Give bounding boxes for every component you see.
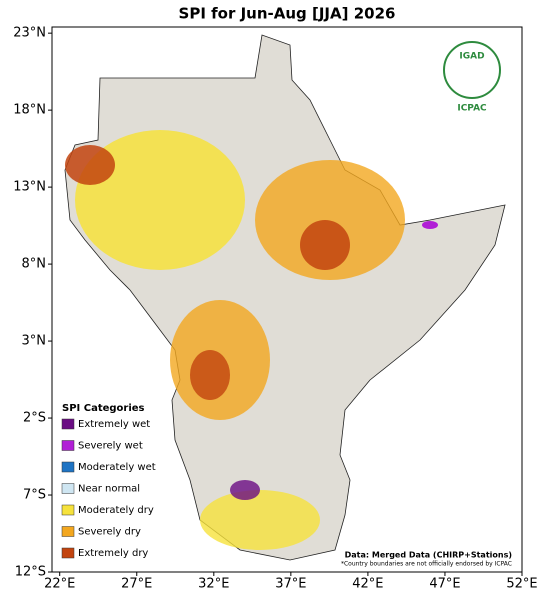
legend-swatch bbox=[61, 461, 75, 473]
map-area bbox=[64, 34, 506, 561]
y-tick-label: 18°N bbox=[13, 103, 46, 118]
logo: IGAD ICPAC bbox=[443, 41, 501, 114]
legend-swatch bbox=[61, 504, 75, 516]
dry-area bbox=[300, 220, 350, 270]
legend-label: Extremely wet bbox=[78, 419, 150, 430]
legend-label: Near normal bbox=[78, 484, 140, 495]
x-tick-label: 27°E bbox=[121, 577, 152, 592]
x-tick-label: 42°E bbox=[352, 577, 383, 592]
legend-swatch bbox=[61, 418, 75, 430]
dry-area bbox=[75, 130, 245, 270]
legend-label: Severely dry bbox=[78, 527, 141, 538]
legend-label: Extremely dry bbox=[78, 548, 148, 559]
x-tick-label: 32°E bbox=[198, 577, 229, 592]
region-shape bbox=[64, 34, 506, 561]
x-tick-label: 47°E bbox=[429, 577, 460, 592]
y-tick-label: 13°N bbox=[13, 180, 46, 195]
x-tick-label: 22°E bbox=[44, 577, 75, 592]
legend-label: Severely wet bbox=[78, 441, 143, 452]
logo-circle bbox=[443, 41, 501, 99]
source: Data: Merged Data (CHIRP+Stations) bbox=[345, 551, 512, 560]
y-tick-label: 2°S bbox=[23, 411, 46, 426]
legend-swatch bbox=[61, 547, 75, 559]
x-tick-label: 37°E bbox=[275, 577, 306, 592]
y-tick-label: 23°N bbox=[13, 26, 46, 41]
legend-swatch bbox=[61, 483, 75, 494]
x-tick-label: 52°E bbox=[506, 577, 537, 592]
legend-label: Moderately dry bbox=[78, 505, 154, 516]
y-tick-label: 8°N bbox=[22, 257, 47, 272]
logo-text: ICPAC bbox=[457, 104, 487, 114]
dry-area bbox=[200, 490, 320, 550]
y-tick-label: 3°N bbox=[22, 334, 47, 349]
legend-swatch bbox=[61, 440, 75, 451]
legend-title: SPI Categories bbox=[62, 403, 145, 414]
disclaimer: *Country boundaries are not officially e… bbox=[341, 561, 512, 568]
frame bbox=[51, 26, 523, 573]
wet-area bbox=[230, 480, 260, 500]
logo-text: IGAD bbox=[459, 52, 484, 62]
wet-area bbox=[422, 221, 438, 229]
dry-area bbox=[255, 160, 405, 280]
legend-swatch bbox=[61, 526, 75, 537]
y-tick-label: 12°S bbox=[15, 565, 46, 580]
legend-label: Moderately wet bbox=[78, 462, 156, 473]
title: SPI for Jun-Aug [JJA] 2026 bbox=[179, 5, 396, 23]
dry-area bbox=[65, 145, 115, 185]
dry-area bbox=[190, 350, 230, 400]
y-tick-label: 7°S bbox=[23, 488, 46, 503]
